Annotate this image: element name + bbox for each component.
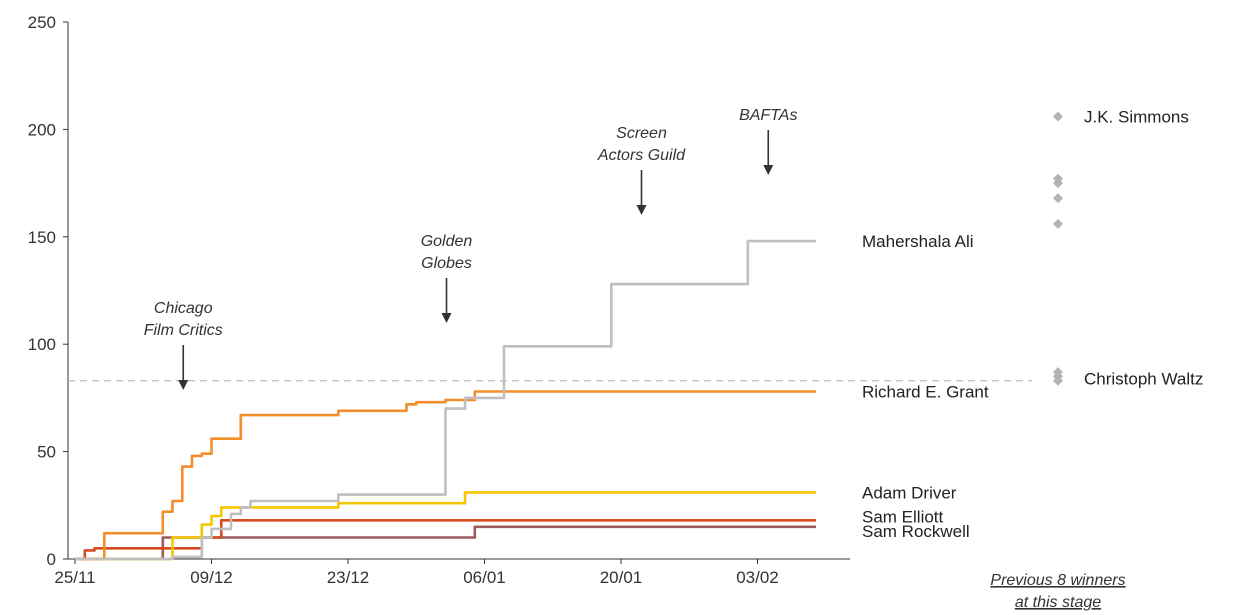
series-labels: Mahershala Ali Richard E. Grant Adam Drive… bbox=[862, 232, 989, 541]
series-line-sam-rockwell bbox=[75, 525, 816, 561]
event-label-line1: Chicago bbox=[154, 300, 213, 317]
x-tick-label: 09/12 bbox=[190, 568, 233, 587]
series-line-mahershala-ali bbox=[75, 239, 816, 561]
previous-winner-label: Christoph Waltz bbox=[1084, 370, 1203, 389]
y-axis: 0 50 100 150 200 250 bbox=[28, 13, 69, 569]
previous-winners: J.K. Simmons Christoph Waltz Previous 8 wi… bbox=[990, 108, 1203, 611]
y-tick-label: 50 bbox=[37, 443, 56, 462]
y-tick-label: 200 bbox=[28, 120, 56, 139]
event-label-line2: Film Critics bbox=[144, 322, 223, 339]
y-tick-label: 0 bbox=[47, 550, 56, 569]
previous-winner-marker bbox=[1053, 375, 1063, 386]
event-arrow-head bbox=[178, 380, 189, 390]
event-label-line1: Golden bbox=[421, 233, 473, 250]
previous-winners-title-line1: Previous 8 winners bbox=[990, 572, 1125, 589]
x-tick-label: 25/11 bbox=[54, 568, 95, 587]
previous-winner-marker bbox=[1053, 218, 1063, 229]
series-lines bbox=[75, 239, 816, 561]
series-label-richard-e-grant: Richard E. Grant bbox=[862, 382, 989, 401]
x-tick-label: 20/01 bbox=[600, 568, 643, 587]
event-arrow-head bbox=[763, 165, 774, 175]
previous-winner-label: J.K. Simmons bbox=[1084, 108, 1189, 127]
series-line-adam-driver bbox=[75, 491, 816, 561]
series-label-mahershala-ali: Mahershala Ali bbox=[862, 232, 974, 251]
previous-winner-marker bbox=[1053, 193, 1063, 204]
event-label-line1: Screen bbox=[616, 125, 667, 142]
series-label-sam-elliott: Sam Elliott bbox=[862, 507, 944, 526]
previous-winner-marker bbox=[1053, 178, 1063, 189]
event-annotations: Chicago Film Critics Golden Globes Screen Act… bbox=[144, 107, 797, 390]
x-tick-label: 23/12 bbox=[327, 568, 370, 587]
event-label-line2: Globes bbox=[421, 255, 472, 272]
x-tick-label: 06/01 bbox=[463, 568, 506, 587]
series-label-adam-driver: Adam Driver bbox=[862, 483, 957, 502]
event-label-line2: Actors Guild bbox=[597, 147, 686, 164]
event-label-line2: BAFTAs bbox=[739, 107, 797, 124]
x-tick-label: 03/02 bbox=[736, 568, 779, 587]
event-arrow-head bbox=[636, 205, 647, 215]
series-line-richard-e-grant bbox=[75, 390, 816, 561]
y-tick-label: 250 bbox=[28, 13, 56, 32]
series-label-sam-rockwell: Sam Rockwell bbox=[862, 522, 970, 541]
y-tick-label: 150 bbox=[28, 228, 56, 247]
previous-winner-marker bbox=[1053, 111, 1063, 122]
x-axis: 25/11 09/12 23/12 06/01 20/01 03/02 bbox=[54, 558, 850, 587]
event-arrow-head bbox=[441, 313, 452, 323]
y-tick-label: 100 bbox=[28, 335, 56, 354]
previous-winners-title-line2: at this stage bbox=[1015, 594, 1101, 611]
